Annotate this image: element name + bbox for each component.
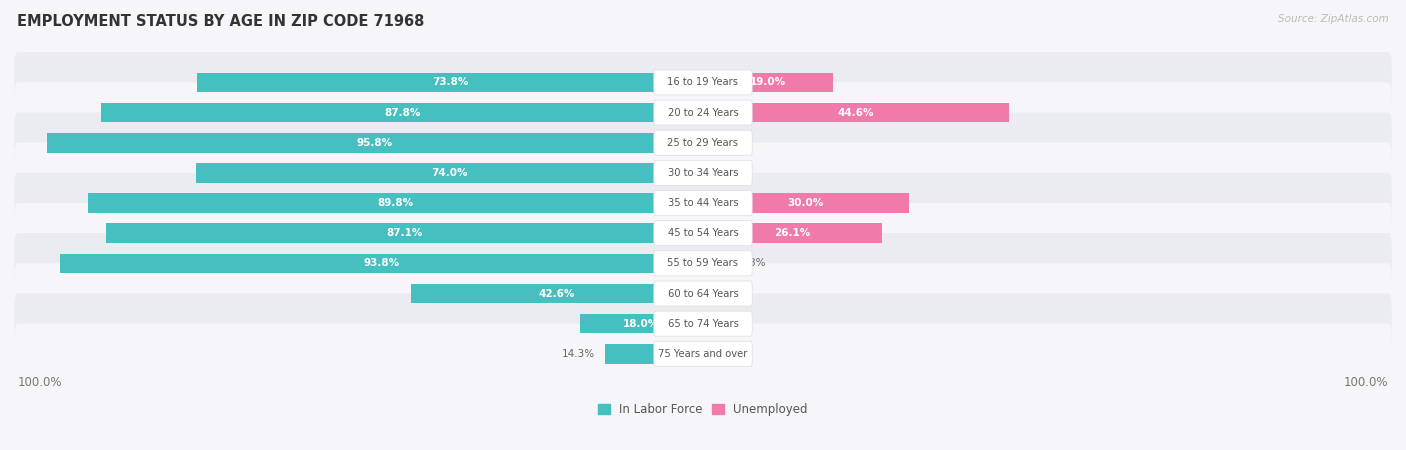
Text: 0.0%: 0.0% <box>713 288 740 298</box>
FancyBboxPatch shape <box>654 311 752 336</box>
FancyBboxPatch shape <box>14 233 1392 294</box>
Text: 65 to 74 Years: 65 to 74 Years <box>668 319 738 328</box>
Bar <box>703 72 834 92</box>
Bar <box>703 193 908 213</box>
Bar <box>87 193 703 213</box>
Bar <box>411 284 703 303</box>
Text: 25 to 29 Years: 25 to 29 Years <box>668 138 738 148</box>
Text: 93.8%: 93.8% <box>364 258 399 268</box>
FancyBboxPatch shape <box>14 203 1392 264</box>
FancyBboxPatch shape <box>14 52 1392 113</box>
FancyBboxPatch shape <box>14 143 1392 203</box>
Text: 30 to 34 Years: 30 to 34 Years <box>668 168 738 178</box>
FancyBboxPatch shape <box>654 70 752 95</box>
Text: 100.0%: 100.0% <box>18 376 62 388</box>
Text: 74.0%: 74.0% <box>432 168 468 178</box>
Bar <box>101 103 703 122</box>
Text: 0.0%: 0.0% <box>713 168 740 178</box>
FancyBboxPatch shape <box>654 342 752 366</box>
Legend: In Labor Force, Unemployed: In Labor Force, Unemployed <box>593 398 813 421</box>
FancyBboxPatch shape <box>654 100 752 125</box>
Text: 26.1%: 26.1% <box>775 228 810 238</box>
Text: 45 to 54 Years: 45 to 54 Years <box>668 228 738 238</box>
Text: EMPLOYMENT STATUS BY AGE IN ZIP CODE 71968: EMPLOYMENT STATUS BY AGE IN ZIP CODE 719… <box>17 14 425 28</box>
Text: 16 to 19 Years: 16 to 19 Years <box>668 77 738 87</box>
FancyBboxPatch shape <box>654 281 752 306</box>
Bar <box>703 223 882 243</box>
Text: 60 to 64 Years: 60 to 64 Years <box>668 288 738 298</box>
FancyBboxPatch shape <box>14 173 1392 234</box>
Text: 87.8%: 87.8% <box>384 108 420 117</box>
Text: Source: ZipAtlas.com: Source: ZipAtlas.com <box>1278 14 1389 23</box>
FancyBboxPatch shape <box>14 82 1392 143</box>
Text: 44.6%: 44.6% <box>838 108 875 117</box>
FancyBboxPatch shape <box>14 293 1392 354</box>
Text: 0.0%: 0.0% <box>713 319 740 328</box>
Text: 0.0%: 0.0% <box>713 138 740 148</box>
FancyBboxPatch shape <box>14 263 1392 324</box>
Bar <box>703 103 1008 122</box>
FancyBboxPatch shape <box>654 130 752 155</box>
Text: 89.8%: 89.8% <box>377 198 413 208</box>
Text: 3.8%: 3.8% <box>740 258 766 268</box>
Text: 35 to 44 Years: 35 to 44 Years <box>668 198 738 208</box>
FancyBboxPatch shape <box>654 251 752 276</box>
Text: 18.0%: 18.0% <box>623 319 659 328</box>
FancyBboxPatch shape <box>14 112 1392 173</box>
FancyBboxPatch shape <box>654 221 752 246</box>
Bar <box>197 72 703 92</box>
Text: 20 to 24 Years: 20 to 24 Years <box>668 108 738 117</box>
Text: 73.8%: 73.8% <box>432 77 468 87</box>
Text: 87.1%: 87.1% <box>387 228 423 238</box>
Text: 95.8%: 95.8% <box>357 138 392 148</box>
Bar <box>60 253 703 273</box>
Text: 30.0%: 30.0% <box>787 198 824 208</box>
FancyBboxPatch shape <box>654 190 752 216</box>
Text: 55 to 59 Years: 55 to 59 Years <box>668 258 738 268</box>
Text: 19.0%: 19.0% <box>749 77 786 87</box>
Text: 14.3%: 14.3% <box>561 349 595 359</box>
FancyBboxPatch shape <box>654 160 752 185</box>
Bar <box>579 314 703 333</box>
Bar <box>46 133 703 153</box>
Bar <box>105 223 703 243</box>
FancyBboxPatch shape <box>14 324 1392 384</box>
Text: 42.6%: 42.6% <box>538 288 575 298</box>
Bar <box>195 163 703 183</box>
Bar <box>605 344 703 364</box>
Text: 75 Years and over: 75 Years and over <box>658 349 748 359</box>
Text: 100.0%: 100.0% <box>1344 376 1388 388</box>
Text: 0.0%: 0.0% <box>713 349 740 359</box>
Bar <box>703 253 730 273</box>
